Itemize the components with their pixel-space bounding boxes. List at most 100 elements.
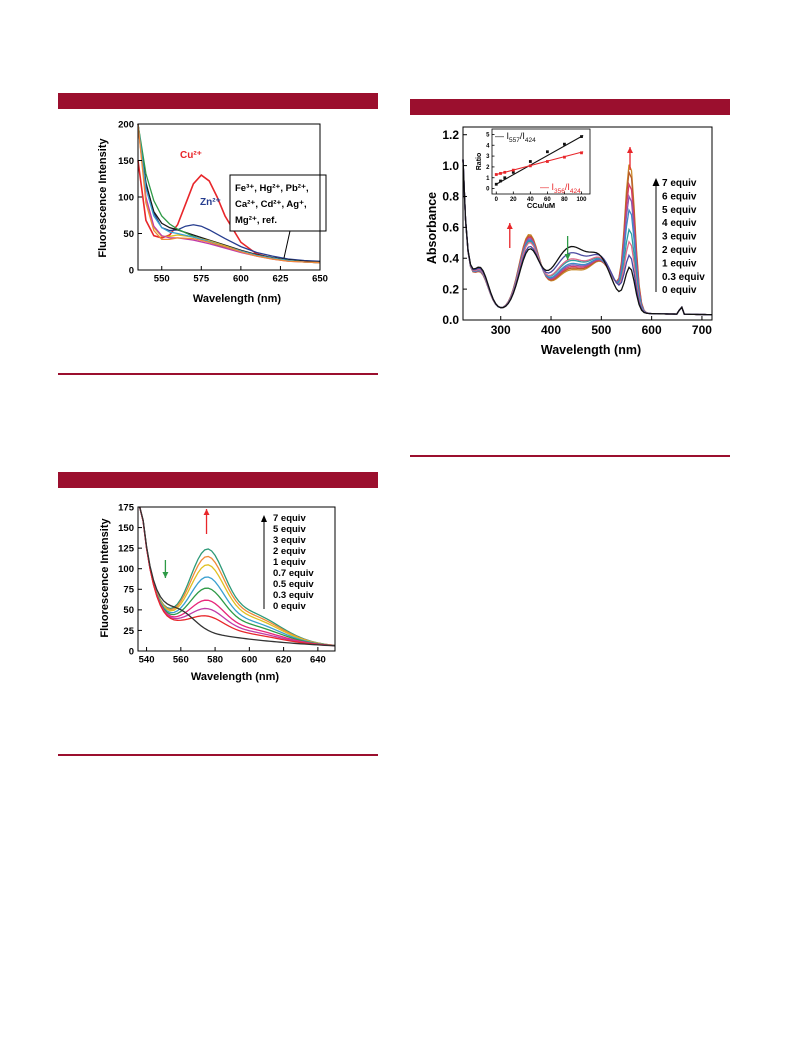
chart-2-ytick-label: 0.8 bbox=[442, 190, 459, 204]
chart-3-xtick-label: 620 bbox=[276, 655, 292, 666]
chart-3-equiv-label: 5 equiv bbox=[273, 524, 306, 535]
chart-2-inset-point bbox=[545, 150, 549, 154]
chart-3-series-line bbox=[139, 506, 336, 647]
chart-3-ytick-label: 0 bbox=[129, 646, 134, 657]
chart-2-plot-frame bbox=[462, 126, 713, 321]
chart-3-equiv-label: 0.7 equiv bbox=[273, 568, 314, 579]
chart-2-inset-frame bbox=[491, 128, 591, 195]
chart-1-legend-line-3: Mg²⁺, ref. bbox=[235, 215, 277, 226]
chart-2-xtick-label: 400 bbox=[541, 323, 561, 337]
chart-3-ytick-label: 175 bbox=[118, 502, 135, 513]
chart-1-ytick-label: 150 bbox=[118, 156, 134, 167]
fig2-header-bar bbox=[410, 99, 730, 115]
chart-1-annotation-cu: Cu²⁺ bbox=[180, 150, 202, 161]
chart-1-xtick-label: 625 bbox=[273, 274, 290, 285]
chart-2-inset-point bbox=[563, 142, 566, 146]
fig1-footer-rule bbox=[58, 373, 378, 375]
chart-1-series-line bbox=[137, 123, 321, 263]
chart-2-xlabel: Wavelength (nm) bbox=[541, 343, 641, 357]
chart-2-inset-point bbox=[580, 151, 583, 155]
chart-2-inset-label-black: — I557/I424 bbox=[495, 131, 536, 144]
chart-3-ytick-label: 50 bbox=[123, 605, 134, 616]
chart-3-plot-frame bbox=[137, 506, 336, 652]
chart-2-inset-point bbox=[503, 170, 507, 174]
chart-1-ytick-label: 0 bbox=[129, 265, 134, 276]
chart-1-xlabel: Wavelength (nm) bbox=[193, 293, 282, 305]
chart-2-equiv-label: 0.3 equiv bbox=[662, 272, 705, 283]
chart-3-xtick-label: 560 bbox=[173, 655, 189, 666]
fig3-header-bar bbox=[58, 472, 378, 488]
chart-3-series-line bbox=[139, 506, 336, 647]
chart-2-ytick-label: 1.2 bbox=[442, 128, 459, 142]
chart-2-inset: 0 20 40 60 80 100 0 1 2 3 4 5 CCu/uM Ratio — I557/I424… bbox=[476, 128, 591, 210]
chart-2-inset-point bbox=[528, 164, 532, 168]
chart-3-fluorescence-titration: Fluorescence Intensity Wavelength (nm) 7… bbox=[99, 502, 336, 683]
chart-3-series-line bbox=[139, 506, 336, 647]
chart-1-ytick-label: 200 bbox=[118, 119, 134, 130]
chart-2-ytick-label: 0.2 bbox=[442, 282, 459, 296]
chart-2-arrow-down-424-head bbox=[564, 254, 571, 260]
chart-2-xtick-label: 500 bbox=[591, 323, 611, 337]
chart-2-inset-xtick-label: 20 bbox=[510, 197, 517, 203]
chart-2-equiv-label: 5 equiv bbox=[662, 205, 697, 216]
chart-2-inset-ytick-label: 1 bbox=[486, 176, 490, 182]
chart-2-inset-point bbox=[580, 135, 583, 138]
chart-2-ytick-label: 1.0 bbox=[442, 159, 459, 173]
fig2-footer-rule bbox=[410, 455, 730, 457]
chart-2-equiv-label: 7 equiv bbox=[662, 178, 697, 189]
chart-1-legend-box bbox=[229, 174, 327, 232]
chart-2-series-line bbox=[462, 159, 713, 316]
chart-2-inset-xtick-label: 60 bbox=[544, 197, 551, 203]
chart-2-inset-point bbox=[545, 160, 549, 163]
chart-3-equiv-label: 0.3 equiv bbox=[273, 590, 314, 601]
chart-2-inset-fit-line bbox=[495, 135, 584, 185]
chart-2-xtick-label: 300 bbox=[491, 323, 511, 337]
chart-2-inset-point bbox=[494, 182, 498, 186]
chart-3-equiv-label: 1 equiv bbox=[273, 557, 306, 568]
chart-3-ytick-label: 150 bbox=[118, 523, 134, 534]
chart-3-ytick-label: 25 bbox=[123, 626, 134, 637]
chart-2-equiv-label: 6 equiv bbox=[662, 191, 697, 202]
chart-2-inset-point bbox=[511, 168, 515, 172]
chart-2-inset-point bbox=[494, 173, 498, 176]
chart-3-xlabel: Wavelength (nm) bbox=[191, 671, 280, 683]
chart-2-equiv-label: 0 equiv bbox=[662, 285, 697, 296]
chart-2-inset-ytick-label: 4 bbox=[486, 143, 490, 149]
chart-2-inset-ytick-label: 3 bbox=[486, 154, 490, 160]
chart-3-arrow-up-head bbox=[203, 509, 210, 515]
chart-1-xtick-label: 550 bbox=[154, 274, 170, 285]
chart-1-ytick-label: 100 bbox=[118, 192, 134, 203]
chart-2-ylabel: Absorbance bbox=[425, 192, 439, 264]
chart-1-legend-pointer bbox=[283, 230, 291, 259]
chart-3-legend-arrow-head bbox=[261, 515, 267, 522]
chart-2-inset-xtick-label: 0 bbox=[495, 197, 499, 203]
chart-1-fluorescence-selectivity: Fluorescence Intensity Wavelength (nm) C… bbox=[97, 119, 328, 305]
chart-1-xtick-label: 600 bbox=[233, 274, 249, 285]
chart-2-inset-point bbox=[503, 176, 507, 180]
chart-1-annotation-zn: Zn²⁺ bbox=[200, 197, 221, 208]
chart-3-xtick-label: 540 bbox=[139, 655, 155, 666]
chart-2-inset-point bbox=[499, 179, 502, 183]
chart-1-ylabel: Fluorescence Intensity bbox=[97, 138, 109, 258]
chart-2-inset-fit-line bbox=[496, 151, 584, 176]
chart-2-arrow-up-557-head bbox=[627, 147, 634, 153]
chart-2-inset-xtick-label: 80 bbox=[561, 197, 568, 203]
chart-2-legend-arrow-head bbox=[652, 178, 660, 186]
chart-1-series-line bbox=[137, 123, 321, 264]
chart-3-ytick-label: 75 bbox=[123, 585, 134, 596]
chart-2-series-group bbox=[462, 159, 713, 316]
chart-3-equiv-label: 3 equiv bbox=[273, 535, 306, 546]
chart-2-inset-xlabel: CCu/uM bbox=[527, 201, 555, 210]
chart-2-inset-ylabel: Ratio bbox=[476, 153, 483, 171]
chart-2-inset-label-red: — I356/I424 bbox=[540, 182, 581, 195]
chart-2-ytick-label: 0.4 bbox=[442, 251, 459, 265]
chart-1-series-group bbox=[137, 123, 321, 264]
chart-3-equiv-label: 2 equiv bbox=[273, 546, 306, 557]
chart-2-inset-ytick-label: 0 bbox=[486, 187, 490, 193]
chart-3-equiv-label: 7 equiv bbox=[273, 513, 306, 524]
chart-2-equiv-label: 4 equiv bbox=[662, 218, 697, 229]
chart-3-equiv-label: 0 equiv bbox=[273, 601, 306, 612]
chart-3-series-group bbox=[139, 506, 336, 647]
chart-2-xtick-label: 600 bbox=[642, 323, 662, 337]
